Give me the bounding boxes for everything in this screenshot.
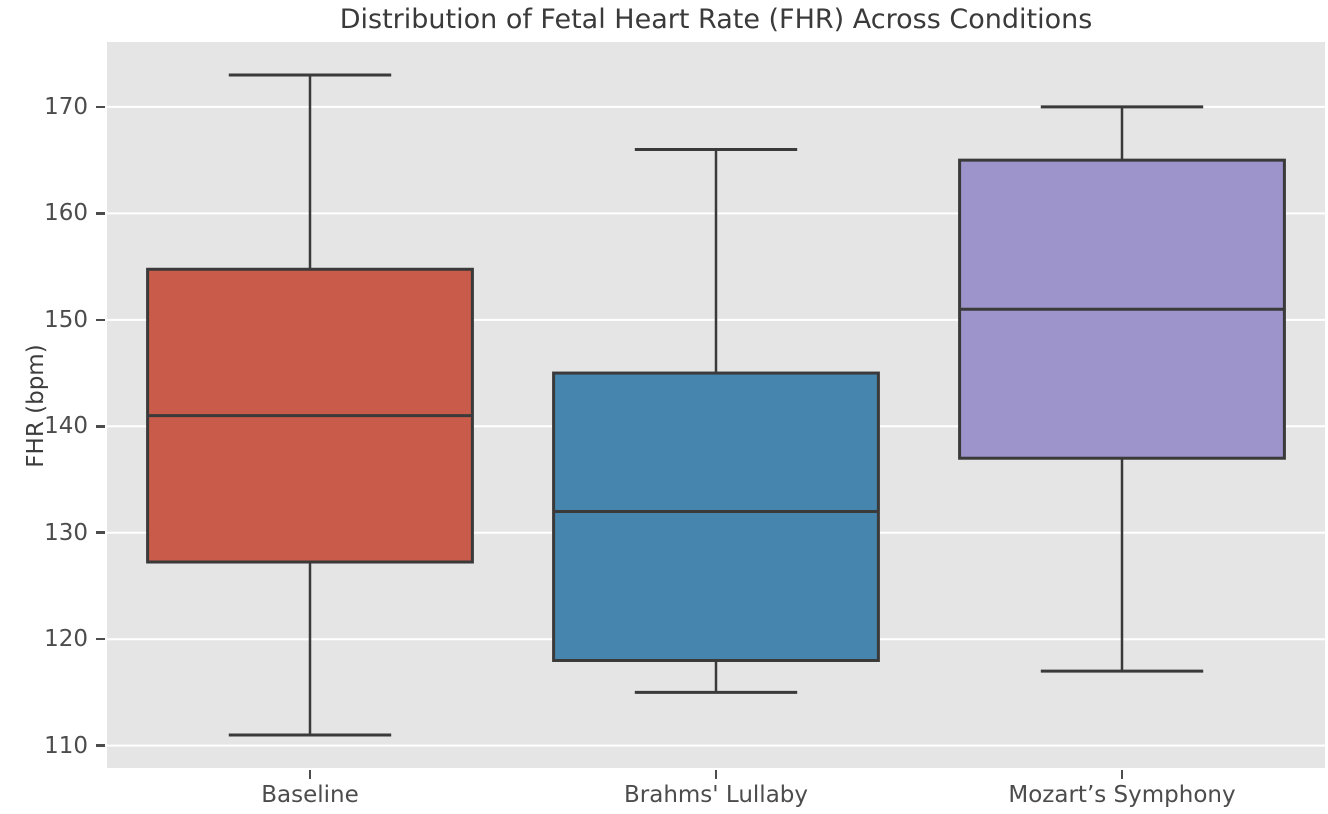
x-tick-mark <box>714 770 718 779</box>
y-tick-label: 170 <box>44 93 88 120</box>
y-tick-mark <box>96 318 105 322</box>
x-tick-label: Mozart’s Symphony <box>1008 782 1236 808</box>
x-tick-label: Baseline <box>261 782 359 808</box>
y-tick-label: 150 <box>44 306 88 333</box>
y-tick-mark <box>96 637 105 641</box>
y-tick-mark <box>96 212 105 215</box>
boxplot-canvas <box>107 42 1325 768</box>
y-tick-label: 160 <box>44 200 88 227</box>
y-tick-label: 110 <box>44 732 88 759</box>
y-tick-label: 120 <box>44 626 88 653</box>
y-tick-label: 140 <box>44 413 88 440</box>
y-tick-mark <box>96 105 105 109</box>
x-tick-label: Brahms' Lullaby <box>624 782 808 808</box>
y-tick-label: 130 <box>44 519 88 546</box>
plot-area <box>107 42 1325 768</box>
y-tick-mark <box>96 425 105 428</box>
x-tick-mark <box>1120 770 1124 779</box>
box-1 <box>552 371 880 662</box>
chart-title: Distribution of Fetal Heart Rate (FHR) A… <box>339 4 1093 35</box>
x-tick-mark <box>308 770 312 779</box>
y-tick-mark <box>96 531 105 534</box>
y-axis-label: FHR (bpm) <box>23 344 49 468</box>
y-tick-mark <box>96 744 105 747</box>
